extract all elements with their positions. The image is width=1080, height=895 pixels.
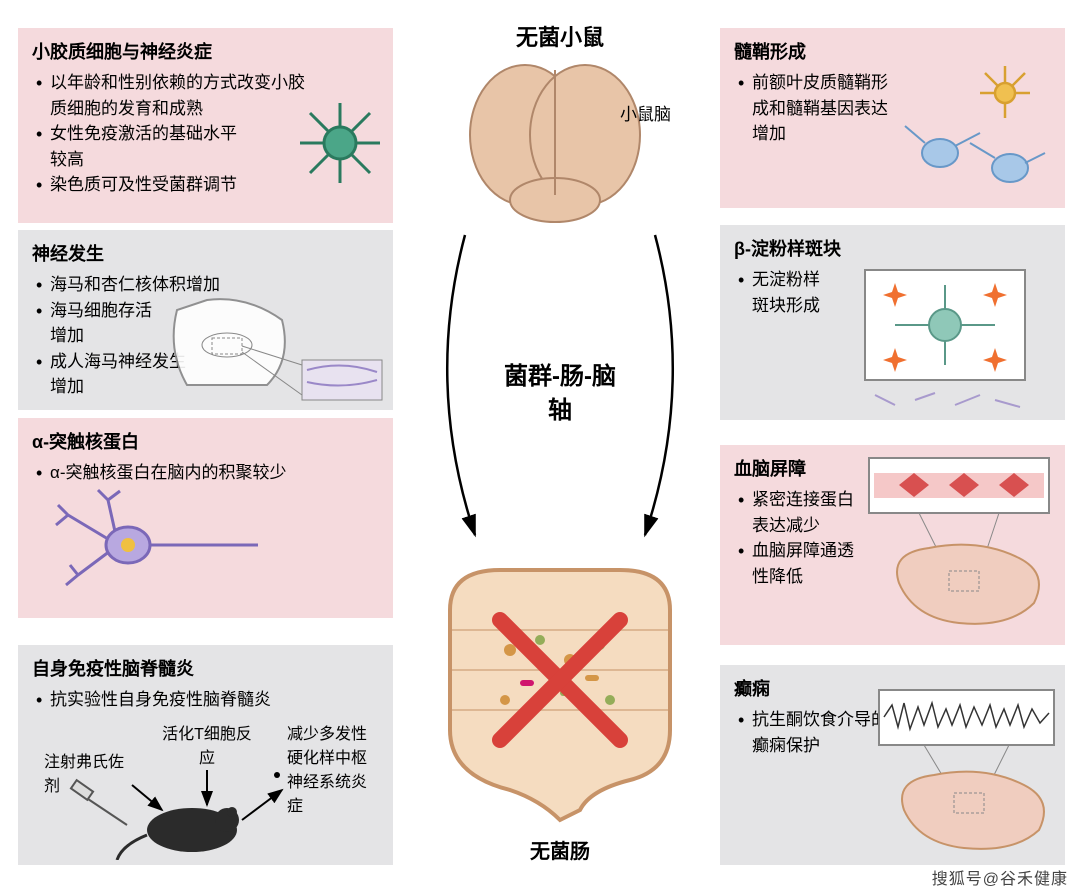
panel-myelin: 髓鞘形成 前额叶皮质髓鞘形成和髓鞘基因表达增加 [720,28,1065,208]
footer-credit: 搜狐号@谷禾健康 [932,865,1068,889]
panel-title: 自身免疫性脑脊髓炎 [32,655,379,681]
myelin-icon [885,58,1055,203]
axis-label: 菌群-肠-脑 轴 [460,360,660,427]
panel-neurogenesis: 神经发生 海马和杏仁核体积增加 海马细胞存活增加 成人海马神经发生增加 [18,230,393,410]
panel-epilepsy: 癫痫 抗生酮饮食介导的癫痫保护 [720,665,1065,865]
panel-item: 血脑屏障通透性降低 [738,538,868,589]
microglia-icon [295,98,385,193]
panel-item: 女性免疫激活的基础水平较高 [36,121,246,172]
panel-eae: 自身免疫性脑脊髓炎 抗实验性自身免疫性脑脊髓炎 注射弗氏佐剂 活化T细胞反应 减… [18,645,393,865]
bbb-icon [859,453,1059,638]
panel-item: 海马细胞存活增加 [36,298,166,349]
mouse-brain-icon [455,55,655,225]
panel-title: β-淀粉样斑块 [734,235,1051,261]
neuron-purple-icon [48,485,268,610]
title-top: 无菌小鼠 [430,20,690,52]
axis-line1: 菌群-肠-脑 [504,363,616,390]
panel-synuclein: α-突触核蛋白 α-突触核蛋白在脑内的积聚较少 [18,418,393,618]
amyloid-icon [835,265,1055,420]
germfree-gut-icon [410,550,710,830]
panel-item: 抗生酮饮食介导的癫痫保护 [738,707,888,758]
panel-item: α-突触核蛋白在脑内的积聚较少 [36,460,379,486]
panel-item: 前额叶皮质髓鞘形成和髓鞘基因表达增加 [738,70,888,147]
panel-item: 紧密连接蛋白表达减少 [738,487,868,538]
brain-slice-icon [157,290,387,410]
panel-item: 以年龄和性别依赖的方式改变小胶质细胞的发育和成熟 [36,70,316,121]
axis-line2: 轴 [548,397,572,424]
panel-amyloid: β-淀粉样斑块 无淀粉样斑块形成 [720,225,1065,420]
panel-item: 无淀粉样斑块形成 [738,267,828,318]
brain-label: 小鼠脑 [620,100,671,125]
panel-title: 神经发生 [32,240,379,266]
panel-title: 小胶质细胞与神经炎症 [32,38,379,64]
panel-title: α-突触核蛋白 [32,428,379,454]
panel-item: 抗实验性自身免疫性脑脊髓炎 [36,687,379,713]
eae-flow-icon [32,720,382,860]
eeg-icon [874,685,1059,860]
panel-microglia: 小胶质细胞与神经炎症 以年龄和性别依赖的方式改变小胶质细胞的发育和成熟 女性免疫… [18,28,393,223]
panel-bbb: 血脑屏障 紧密连接蛋白表达减少 血脑屏障通透性降低 [720,445,1065,645]
gut-label: 无菌肠 [490,835,630,864]
